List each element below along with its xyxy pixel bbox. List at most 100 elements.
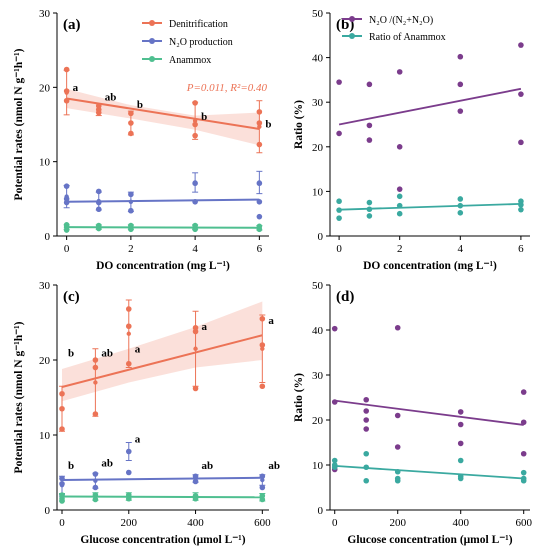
data-point [92,357,99,363]
significance-letter: b [265,118,271,130]
data-point [256,226,263,233]
x-tick-label: 200 [389,517,406,529]
data-point [59,426,65,432]
data-point [192,473,199,480]
data-point [363,396,370,403]
data-point [256,141,263,148]
data-point [366,213,373,219]
x-axis-label: Glucose concentration (μmol L⁻¹) [80,534,245,546]
fit-line-d-1 [334,465,524,480]
data-point [92,471,99,477]
data-point [518,42,524,48]
data-point [363,450,370,457]
data-point [63,88,70,94]
legend-label: Ratio of Anammox [369,32,446,43]
significance-letter: a [202,321,208,333]
data-point [59,390,65,397]
y-tick-label: 30 [312,97,324,109]
data-point [518,201,524,208]
y-axis-label: Ratio (%) [293,100,305,149]
y-tick-label: 10 [39,157,51,169]
data-point [363,464,370,471]
mean-point [260,477,265,483]
legend-label: Anammox [169,55,211,66]
data-point [331,457,338,464]
data-point [63,66,70,73]
data-point [366,137,373,143]
significance-letter: a [135,344,141,356]
x-tick-label: 6 [257,243,263,255]
data-point [192,226,198,233]
data-point [192,478,199,485]
significance-letter: b [68,347,74,359]
data-point [336,130,342,137]
x-axis-label: DO concentration (mg L⁻¹) [96,260,230,272]
panel-label: (d) [336,289,354,305]
data-point [394,324,401,331]
data-point [63,227,70,233]
data-point [457,475,464,482]
data-point [95,188,102,195]
data-point [95,199,102,206]
y-axis-label: Ratio (%) [293,373,305,422]
data-point [259,315,266,322]
data-point [520,419,527,426]
data-point [394,444,401,450]
y-tick-label: 40 [312,53,324,65]
data-point [457,210,464,216]
significance-letter: a [268,315,274,327]
data-point [518,91,524,97]
y-tick-label: 20 [312,415,324,427]
legend-swatch-dot [349,16,355,22]
data-point [256,213,263,220]
mean-point [93,380,98,385]
data-point [95,109,102,116]
data-point [457,440,464,447]
data-point [366,199,373,206]
data-point [59,498,65,504]
fit-line-c-1 [61,476,263,481]
data-point [518,139,524,146]
data-point [59,480,65,487]
data-point [396,186,403,192]
significance-letter: b [137,99,143,111]
fit-line-b-1 [339,202,521,211]
data-point [256,180,263,187]
data-point [520,469,527,476]
panel-c: 0 10 20 30 0 200 400 600 Glucose concentration (… [13,280,280,546]
data-point [336,215,342,221]
panel-label: (b) [336,17,354,33]
data-point [336,79,342,85]
y-tick-label: 20 [39,82,51,94]
data-point [363,417,370,423]
data-point [128,226,134,233]
data-point [256,109,263,115]
y-tick-label: 0 [45,505,51,517]
data-point [457,196,464,202]
data-point [394,468,401,475]
data-point [396,210,403,217]
data-point [92,496,99,503]
x-tick-label: 0 [332,517,338,529]
data-point [396,202,403,209]
significance-letter: ab [101,458,113,470]
data-point [125,323,132,330]
data-point [192,199,198,205]
data-point [336,207,342,213]
y-tick-label: 10 [39,430,51,442]
panel-label: (c) [63,289,80,305]
y-tick-label: 0 [45,231,51,243]
data-point [457,202,464,209]
data-point [457,53,464,60]
data-point [366,81,373,88]
x-tick-label: 2 [128,243,134,255]
data-point [63,199,70,206]
data-point [457,81,464,88]
data-point [125,306,132,312]
data-point [125,469,132,476]
mean-point [93,478,98,483]
data-point [259,383,266,390]
legend-swatch-dot [149,38,155,44]
y-axis-label: Potential rates (nmol N g⁻¹h⁻¹) [13,48,25,200]
significance-letter: a [73,82,79,94]
